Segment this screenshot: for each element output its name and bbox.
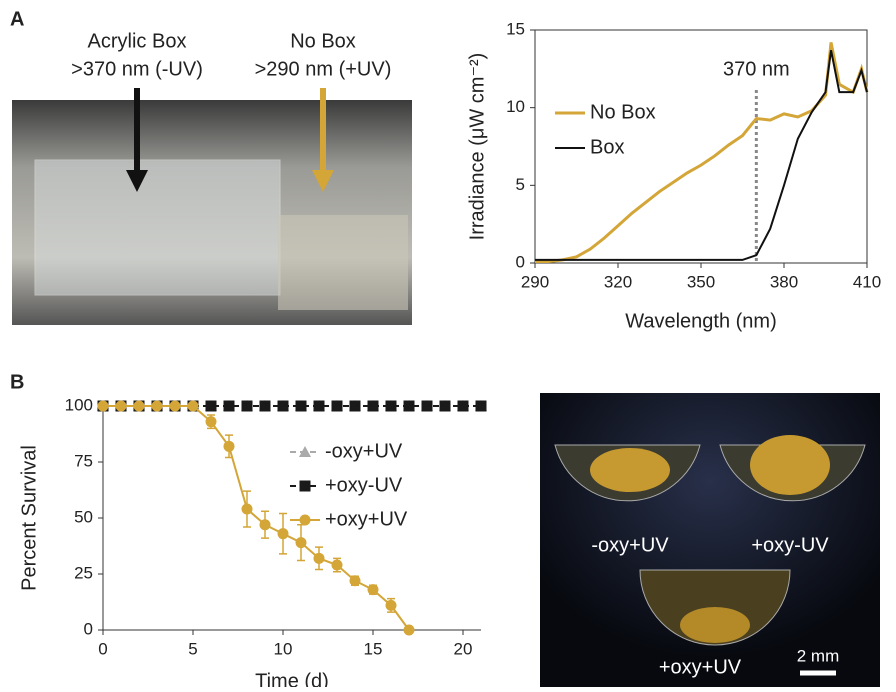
marker — [224, 441, 235, 452]
marker — [206, 416, 217, 427]
marker — [332, 401, 343, 412]
marker — [242, 504, 253, 515]
photo-caption: +oxy-UV — [751, 534, 829, 556]
marker — [350, 401, 361, 412]
panel-label: B — [10, 371, 24, 393]
marker — [152, 401, 163, 412]
photo-caption: Acrylic Box — [88, 30, 187, 52]
annotation: 370 nm — [723, 58, 790, 80]
marker — [440, 401, 451, 412]
photo-caption: >290 nm (+UV) — [255, 58, 392, 80]
marker — [296, 537, 307, 548]
y-tick-label: 10 — [506, 97, 525, 116]
acrylic-box — [35, 160, 280, 295]
photo-caption: +oxy+UV — [659, 656, 742, 678]
x-tick-label: 320 — [604, 272, 632, 291]
x-tick-label: 20 — [454, 639, 473, 658]
series-line — [535, 42, 867, 261]
marker — [476, 401, 487, 412]
scale-label: 2 mm — [797, 646, 840, 665]
marker — [314, 553, 325, 564]
plot-frame — [535, 30, 867, 263]
marker — [278, 528, 289, 539]
x-tick-label: 0 — [98, 639, 107, 658]
marker — [206, 401, 217, 412]
marker — [296, 401, 307, 412]
figure: A B Acrylic Box >370 nm (-UV) No Box >29… — [0, 0, 896, 687]
y-axis-label: Irradiance (μW cm⁻²) — [466, 53, 488, 241]
marker — [350, 575, 361, 586]
marker — [386, 600, 397, 611]
marker — [260, 519, 271, 530]
rack — [278, 215, 408, 310]
marker — [188, 401, 199, 412]
y-tick-label: 25 — [74, 563, 93, 582]
x-tick-label: 15 — [364, 639, 383, 658]
marker — [170, 401, 181, 412]
y-tick-label: 15 — [506, 19, 525, 38]
marker — [422, 401, 433, 412]
marker — [458, 401, 469, 412]
marker — [332, 560, 343, 571]
y-tick-label: 100 — [65, 395, 93, 414]
marker — [368, 401, 379, 412]
x-axis-label: Wavelength (nm) — [625, 310, 777, 332]
y-tick-label: 5 — [516, 175, 525, 194]
photo-caption: No Box — [290, 30, 356, 52]
marker — [404, 401, 415, 412]
x-tick-label: 5 — [188, 639, 197, 658]
marker — [278, 401, 289, 412]
marker — [242, 401, 253, 412]
x-tick-label: 10 — [274, 639, 293, 658]
legend-label: +oxy+UV — [325, 508, 408, 530]
y-tick-label: 0 — [84, 619, 93, 638]
x-tick-label: 350 — [687, 272, 715, 291]
y-axis-label: Percent Survival — [18, 445, 40, 591]
anemone — [750, 435, 830, 495]
x-tick-label: 410 — [853, 272, 881, 291]
series-line — [535, 50, 867, 260]
y-tick-label: 75 — [74, 451, 93, 470]
legend-label: -oxy+UV — [325, 440, 403, 462]
anemone — [590, 448, 670, 492]
marker — [224, 401, 235, 412]
panel-label: A — [10, 8, 24, 30]
legend-label: No Box — [590, 101, 656, 123]
marker — [260, 401, 271, 412]
photo-caption: >370 nm (-UV) — [71, 58, 203, 80]
marker — [134, 401, 145, 412]
marker — [368, 584, 379, 595]
x-axis-label: Time (d) — [255, 670, 329, 687]
y-tick-label: 50 — [74, 507, 93, 526]
marker — [116, 401, 127, 412]
marker — [386, 401, 397, 412]
marker — [314, 401, 325, 412]
anemone — [680, 607, 750, 643]
legend-marker — [300, 515, 311, 526]
y-tick-label: 0 — [516, 252, 525, 271]
legend-marker — [300, 481, 311, 492]
legend-label: Box — [590, 136, 624, 158]
legend-label: +oxy-UV — [325, 474, 403, 496]
marker — [404, 625, 415, 636]
photo-caption: -oxy+UV — [591, 534, 669, 556]
x-tick-label: 290 — [521, 272, 549, 291]
marker — [98, 401, 109, 412]
x-tick-label: 380 — [770, 272, 798, 291]
